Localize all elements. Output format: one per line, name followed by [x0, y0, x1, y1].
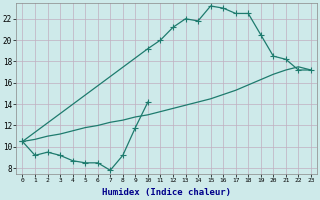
X-axis label: Humidex (Indice chaleur): Humidex (Indice chaleur): [102, 188, 231, 197]
